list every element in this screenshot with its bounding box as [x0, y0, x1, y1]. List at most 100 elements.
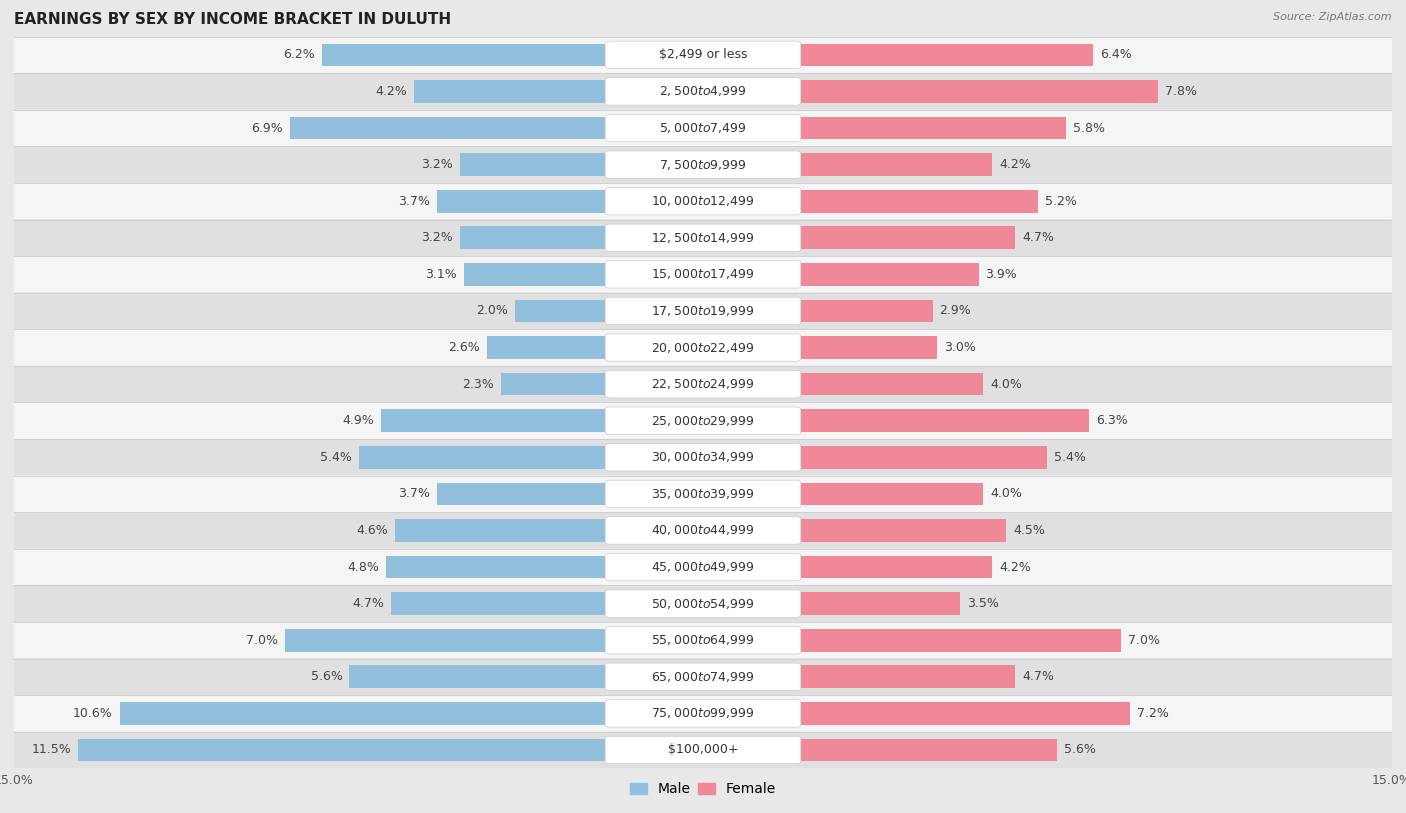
FancyBboxPatch shape: [605, 188, 801, 215]
Bar: [800, 80, 1157, 102]
FancyBboxPatch shape: [14, 37, 1392, 73]
Bar: [800, 446, 1047, 468]
Text: 4.0%: 4.0%: [990, 488, 1022, 500]
Bar: [359, 446, 606, 468]
Text: 7.8%: 7.8%: [1164, 85, 1197, 98]
Text: 4.2%: 4.2%: [1000, 561, 1031, 573]
Text: 3.7%: 3.7%: [398, 195, 430, 207]
Text: 4.0%: 4.0%: [990, 378, 1022, 390]
FancyBboxPatch shape: [14, 476, 1392, 512]
Text: $10,000 to $12,499: $10,000 to $12,499: [651, 194, 755, 208]
Bar: [413, 80, 606, 102]
Bar: [800, 117, 1066, 139]
Bar: [501, 373, 606, 395]
Text: $17,500 to $19,999: $17,500 to $19,999: [651, 304, 755, 318]
Bar: [800, 227, 1015, 249]
Bar: [322, 44, 606, 66]
Bar: [800, 373, 983, 395]
Text: 4.7%: 4.7%: [1022, 232, 1054, 244]
FancyBboxPatch shape: [14, 439, 1392, 476]
Text: 4.9%: 4.9%: [343, 415, 374, 427]
Bar: [800, 483, 983, 505]
FancyBboxPatch shape: [14, 512, 1392, 549]
FancyBboxPatch shape: [605, 115, 801, 141]
Bar: [391, 593, 606, 615]
FancyBboxPatch shape: [14, 146, 1392, 183]
FancyBboxPatch shape: [605, 151, 801, 178]
FancyBboxPatch shape: [605, 480, 801, 507]
Text: 10.6%: 10.6%: [73, 707, 112, 720]
Text: $12,500 to $14,999: $12,500 to $14,999: [651, 231, 755, 245]
Text: $75,000 to $99,999: $75,000 to $99,999: [651, 706, 755, 720]
Text: 7.0%: 7.0%: [246, 634, 278, 646]
Text: 6.4%: 6.4%: [1101, 49, 1132, 61]
Text: $55,000 to $64,999: $55,000 to $64,999: [651, 633, 755, 647]
Bar: [800, 593, 960, 615]
Bar: [437, 483, 606, 505]
Text: $40,000 to $44,999: $40,000 to $44,999: [651, 524, 755, 537]
Text: 4.2%: 4.2%: [375, 85, 406, 98]
Text: $7,500 to $9,999: $7,500 to $9,999: [659, 158, 747, 172]
Text: 4.6%: 4.6%: [357, 524, 388, 537]
Text: 6.2%: 6.2%: [283, 49, 315, 61]
Text: $20,000 to $22,499: $20,000 to $22,499: [651, 341, 755, 354]
Bar: [381, 410, 606, 432]
Text: 4.2%: 4.2%: [1000, 159, 1031, 171]
Bar: [800, 190, 1038, 212]
FancyBboxPatch shape: [14, 293, 1392, 329]
Text: Source: ZipAtlas.com: Source: ZipAtlas.com: [1274, 12, 1392, 22]
Bar: [800, 410, 1088, 432]
FancyBboxPatch shape: [14, 220, 1392, 256]
Bar: [800, 263, 979, 285]
Text: 7.0%: 7.0%: [1128, 634, 1160, 646]
Text: 3.1%: 3.1%: [426, 268, 457, 280]
Text: EARNINGS BY SEX BY INCOME BRACKET IN DULUTH: EARNINGS BY SEX BY INCOME BRACKET IN DUL…: [14, 12, 451, 27]
Text: 2.9%: 2.9%: [939, 305, 972, 317]
Text: 2.0%: 2.0%: [475, 305, 508, 317]
Text: $2,499 or less: $2,499 or less: [659, 49, 747, 61]
Bar: [800, 629, 1121, 651]
FancyBboxPatch shape: [605, 554, 801, 580]
FancyBboxPatch shape: [14, 73, 1392, 110]
FancyBboxPatch shape: [14, 622, 1392, 659]
Text: 6.9%: 6.9%: [252, 122, 283, 134]
Bar: [285, 629, 606, 651]
Text: $45,000 to $49,999: $45,000 to $49,999: [651, 560, 755, 574]
Text: 6.3%: 6.3%: [1095, 415, 1128, 427]
Text: 5.4%: 5.4%: [1054, 451, 1087, 463]
FancyBboxPatch shape: [14, 585, 1392, 622]
Text: 3.5%: 3.5%: [967, 598, 1000, 610]
FancyBboxPatch shape: [14, 110, 1392, 146]
FancyBboxPatch shape: [605, 700, 801, 727]
Text: $30,000 to $34,999: $30,000 to $34,999: [651, 450, 755, 464]
FancyBboxPatch shape: [605, 224, 801, 251]
Bar: [349, 666, 606, 688]
FancyBboxPatch shape: [14, 659, 1392, 695]
Text: 7.2%: 7.2%: [1137, 707, 1168, 720]
Legend: Male, Female: Male, Female: [624, 776, 782, 802]
Bar: [460, 227, 606, 249]
FancyBboxPatch shape: [14, 402, 1392, 439]
Text: $50,000 to $54,999: $50,000 to $54,999: [651, 597, 755, 611]
Bar: [464, 263, 606, 285]
FancyBboxPatch shape: [14, 732, 1392, 768]
FancyBboxPatch shape: [605, 517, 801, 544]
FancyBboxPatch shape: [14, 366, 1392, 402]
Bar: [800, 520, 1007, 541]
Bar: [515, 300, 606, 322]
FancyBboxPatch shape: [605, 627, 801, 654]
Text: 5.2%: 5.2%: [1045, 195, 1077, 207]
FancyBboxPatch shape: [605, 298, 801, 324]
Text: 2.3%: 2.3%: [463, 378, 494, 390]
FancyBboxPatch shape: [605, 334, 801, 361]
Text: $65,000 to $74,999: $65,000 to $74,999: [651, 670, 755, 684]
Text: 4.5%: 4.5%: [1012, 524, 1045, 537]
FancyBboxPatch shape: [605, 590, 801, 617]
Text: $25,000 to $29,999: $25,000 to $29,999: [651, 414, 755, 428]
Text: 3.9%: 3.9%: [986, 268, 1017, 280]
FancyBboxPatch shape: [605, 41, 801, 68]
Text: 3.2%: 3.2%: [420, 232, 453, 244]
Text: 2.6%: 2.6%: [449, 341, 481, 354]
Text: 5.4%: 5.4%: [319, 451, 352, 463]
FancyBboxPatch shape: [605, 407, 801, 434]
